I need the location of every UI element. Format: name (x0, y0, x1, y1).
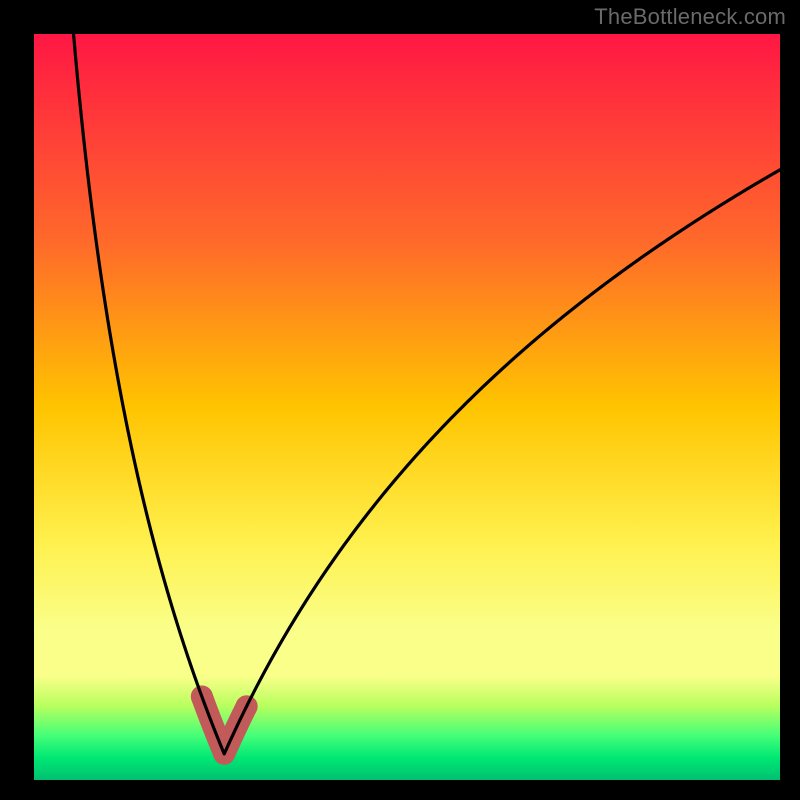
plot-area (34, 34, 780, 780)
watermark-text: TheBottleneck.com (594, 4, 786, 30)
curve-overlay (34, 34, 780, 780)
bottleneck-curve (74, 34, 780, 754)
